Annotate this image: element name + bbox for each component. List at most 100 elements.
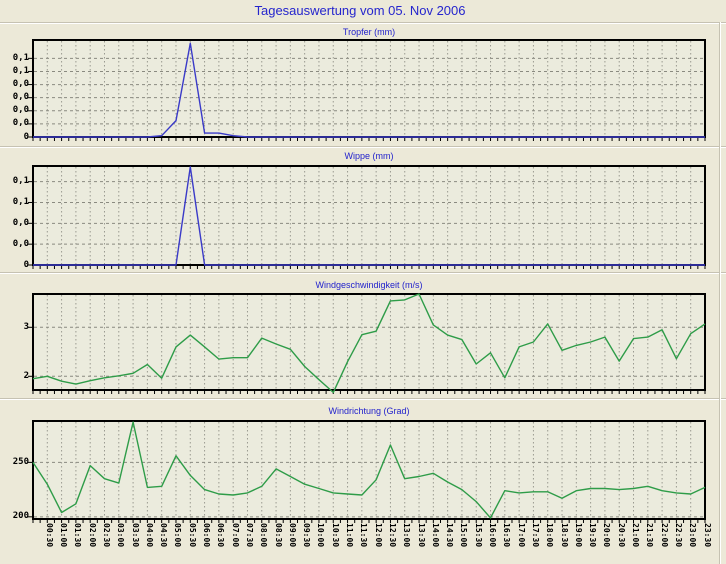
chart-title-tropfer: Tropfer (mm) (342, 27, 396, 37)
y-tick-label: 0,0 (12, 79, 29, 90)
x-tick-label: 22:00 (659, 523, 669, 548)
chart-plot-1 (28, 165, 706, 269)
x-tick-label: 07:00 (230, 523, 240, 548)
y-tick-label: 0,1 (12, 176, 29, 187)
x-tick-label: 09:00 (287, 523, 297, 548)
x-tick-label: 00:30 (44, 523, 54, 548)
x-tick-label: 10:30 (330, 523, 340, 548)
x-tick-label: 23:00 (688, 523, 698, 548)
x-tick-label: 04:00 (144, 523, 154, 548)
plot-background (33, 40, 705, 137)
x-tick-label: 22:30 (673, 523, 683, 548)
chart-plot-3 (28, 420, 706, 523)
y-tick-label: 2 (23, 370, 29, 381)
y-tick-label: 0,1 (12, 196, 29, 207)
y-tick-label: 0,1 (12, 52, 29, 63)
x-tick-label: 04:30 (159, 523, 169, 548)
x-tick-label: 05:00 (173, 523, 183, 548)
x-tick-label: 08:00 (259, 523, 269, 548)
x-tick-label: 14:00 (430, 523, 440, 548)
x-tick-label: 07:30 (244, 523, 254, 548)
plot-frame (32, 293, 706, 391)
x-tick-label: 15:30 (473, 523, 483, 548)
page-title: Tagesauswertung vom 05. Nov 2006 (254, 3, 466, 18)
x-tick-label: 03:30 (130, 523, 140, 548)
horizontal-gridlines (34, 57, 704, 125)
x-tick-label: 19:00 (573, 523, 583, 548)
horizontal-gridlines (34, 181, 704, 245)
x-tick-label: 06:00 (202, 523, 212, 548)
y-tick-label: 0,0 (12, 92, 29, 103)
x-tick-label: 17:30 (530, 523, 540, 548)
y-tick-label: 0,0 (12, 217, 29, 228)
x-tick-label: 13:30 (416, 523, 426, 548)
x-tick-label: 02:00 (87, 523, 97, 548)
plot-background (33, 421, 705, 519)
x-tick-label: 23:30 (702, 523, 712, 548)
data-line-1 (33, 166, 705, 266)
x-tick-label: 06:30 (216, 523, 226, 548)
section-divider (0, 22, 726, 24)
x-tick-label: 16:00 (488, 523, 498, 548)
section-divider (0, 146, 726, 148)
x-tick-label: 13:00 (402, 523, 412, 548)
plot-background (33, 294, 705, 390)
y-axis-ticks (28, 326, 32, 377)
y-tick-label: 0,1 (12, 65, 29, 76)
x-tick-label: 20:00 (602, 523, 612, 548)
x-tick-label: 16:30 (502, 523, 512, 548)
x-tick-label: 19:30 (588, 523, 598, 548)
y-tick-label: 0 (23, 131, 29, 142)
x-tick-label: 01:00 (59, 523, 69, 548)
chart-title-windgeschwindigkeit: Windgeschwindigkeit (m/s) (315, 280, 423, 290)
x-tick-label: 21:30 (645, 523, 655, 548)
y-tick-label: 0 (23, 259, 29, 270)
data-line-2 (32, 293, 706, 394)
x-axis-ticks (32, 391, 706, 394)
x-axis-ticks (32, 266, 706, 269)
x-tick-label: 09:30 (302, 523, 312, 548)
x-axis-ticks (32, 138, 706, 141)
x-tick-label: 12:00 (373, 523, 383, 548)
vertical-gridlines (46, 167, 692, 264)
x-tick-label: 03:00 (116, 523, 126, 548)
x-tick-label: 08:30 (273, 523, 283, 548)
x-axis-ticks (32, 520, 706, 523)
y-tick-label: 0,0 (12, 238, 29, 249)
y-axis-ticks (28, 181, 32, 266)
x-tick-label: 18:30 (559, 523, 569, 548)
x-tick-label: 02:30 (101, 523, 111, 548)
data-line-0 (33, 42, 705, 138)
horizontal-gridlines (34, 461, 704, 518)
section-divider (0, 398, 726, 400)
x-tick-label: 01:30 (73, 523, 83, 548)
x-tick-label: 11:00 (345, 523, 355, 548)
y-tick-label: 0,0 (12, 105, 29, 116)
x-tick-label: 12:30 (387, 523, 397, 548)
chart-title-wippe: Wippe (mm) (344, 151, 394, 161)
chart-title-windrichtung: Windrichtung (Grad) (328, 406, 410, 416)
chart-plot-0 (28, 39, 706, 141)
x-tick-label: 05:30 (187, 523, 197, 548)
y-axis-ticks (28, 57, 32, 138)
chart-plot-2 (28, 293, 706, 394)
y-tick-label: 0,0 (12, 118, 29, 129)
plot-background (33, 166, 705, 265)
data-line-3 (32, 421, 706, 519)
vertical-gridlines (46, 422, 692, 518)
y-tick-label: 250 (12, 456, 29, 467)
x-tick-label: 17:00 (516, 523, 526, 548)
y-axis-ticks (28, 461, 32, 518)
y-tick-label: 3 (23, 321, 29, 332)
y-tick-label: 200 (12, 511, 29, 522)
x-tick-label: 20:30 (616, 523, 626, 548)
x-tick-label: 15:00 (459, 523, 469, 548)
horizontal-gridlines (34, 326, 704, 377)
right-edge-divider (719, 22, 721, 564)
x-tick-label: 18:00 (545, 523, 555, 548)
x-tick-label: 14:30 (445, 523, 455, 548)
x-tick-label: 10:00 (316, 523, 326, 548)
section-divider (0, 272, 726, 274)
